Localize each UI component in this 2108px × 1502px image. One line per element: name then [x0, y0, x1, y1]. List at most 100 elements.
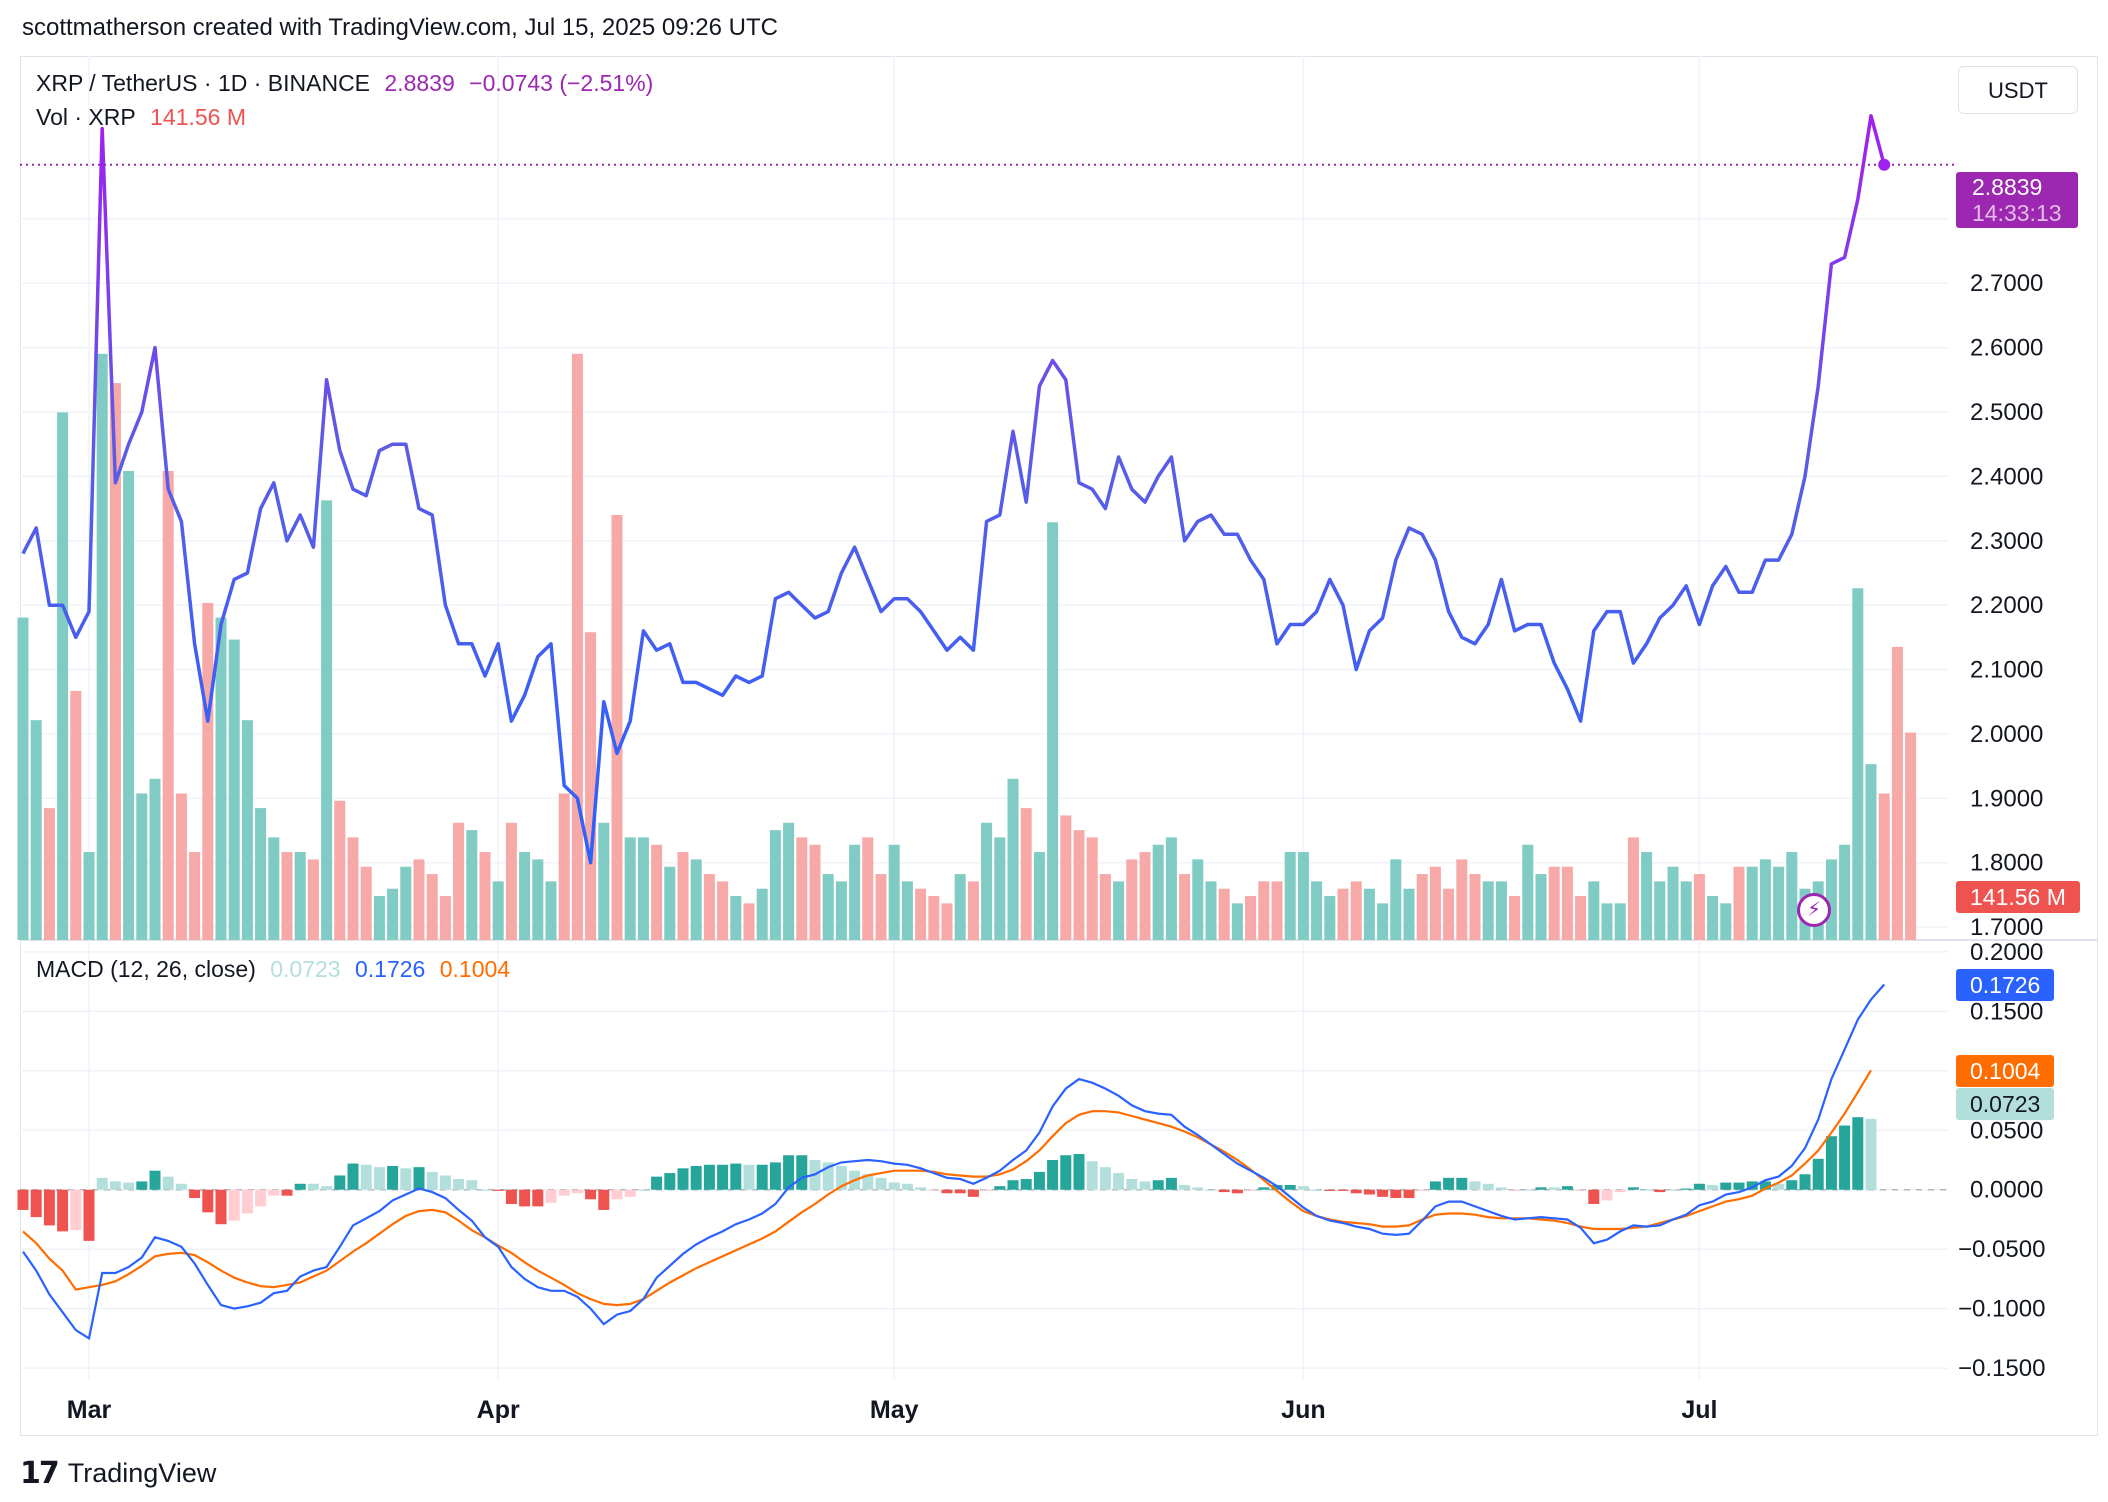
macd-histogram-bar: [1522, 1189, 1534, 1191]
macd-histogram-bar: [1205, 1189, 1217, 1191]
last-price: 2.8839: [384, 70, 455, 96]
macd-histogram-bar: [281, 1189, 293, 1196]
macd-histogram-bar: [1337, 1189, 1349, 1191]
time-tick-label: May: [870, 1396, 919, 1424]
macd-histogram-bar: [1588, 1189, 1600, 1204]
macd-histogram-bar: [1060, 1155, 1072, 1190]
volume-bar: [743, 903, 755, 940]
volume-bar: [1720, 903, 1732, 940]
volume-bar: [17, 617, 29, 940]
volume-bar: [1231, 903, 1243, 940]
volume-bar: [783, 822, 795, 940]
volume-bar: [611, 515, 623, 940]
volume-bar: [941, 903, 953, 940]
time-tick-label: Jun: [1281, 1396, 1325, 1424]
volume-bar: [822, 874, 834, 940]
volume-bar: [149, 778, 161, 940]
volume-bar: [1271, 881, 1283, 940]
macd-histogram-bar: [664, 1173, 676, 1190]
volume-bar: [1258, 881, 1270, 940]
volume-bar: [1509, 896, 1521, 940]
volume-bar: [175, 793, 187, 940]
volume-bar: [1099, 874, 1111, 940]
time-tick-label: Mar: [67, 1396, 112, 1424]
volume-bar: [136, 793, 148, 940]
macd-histogram-bar: [1324, 1189, 1336, 1191]
macd-histogram-bar: [347, 1163, 359, 1190]
macd-histogram-bar: [294, 1183, 306, 1190]
macd-histogram-bar: [1350, 1189, 1362, 1194]
volume-bar: [1192, 859, 1204, 940]
macd-histogram-bar: [466, 1180, 478, 1190]
price-tick-label: 2.1000: [1970, 657, 2043, 684]
macd-histogram-bar: [545, 1189, 557, 1203]
macd-histogram-bar: [651, 1176, 663, 1190]
macd-histogram-bar: [637, 1189, 649, 1191]
macd-histogram-bar: [175, 1183, 187, 1190]
volume-bar: [598, 822, 610, 940]
last-price-dot: [1878, 158, 1891, 171]
chart-attribution: scottmatherson created with TradingView.…: [22, 14, 778, 41]
macd-histogram-bar: [1429, 1181, 1441, 1190]
price-tick-label: 2.2000: [1970, 592, 2043, 619]
lightning-icon[interactable]: ⚡: [1797, 893, 1831, 927]
volume-bar: [730, 896, 742, 940]
macd-histogram-bar: [505, 1189, 517, 1204]
volume-bar: [1113, 881, 1125, 940]
macd-histogram-bar: [30, 1189, 42, 1218]
volume-bar: [453, 822, 465, 940]
price-tick-label: 2.4000: [1970, 463, 2043, 490]
volume-tag: 141.56 M: [1956, 881, 2080, 913]
volume-bar: [703, 874, 715, 940]
macd-histogram-bar: [1852, 1117, 1864, 1190]
volume-bar: [321, 500, 333, 940]
volume-bar: [1601, 903, 1613, 940]
macd-histogram-bar: [756, 1164, 768, 1190]
macd-histogram-bar: [717, 1164, 729, 1190]
macd-histogram-bar: [1218, 1189, 1230, 1193]
macd-histogram-bar: [1720, 1182, 1732, 1190]
macd-histogram-bar: [1469, 1181, 1481, 1190]
volume-bar: [1535, 874, 1547, 940]
volume-bar: [413, 859, 425, 940]
macd-tick-label: 0.2000: [1970, 939, 2043, 966]
price-series-line: [21, 114, 1886, 865]
macd-histogram-bar: [1231, 1189, 1243, 1194]
volume-bar: [109, 383, 121, 940]
volume-bar: [479, 852, 491, 940]
macd-histogram-bar: [1258, 1187, 1270, 1190]
volume-bar: [1324, 896, 1336, 940]
volume-bar: [545, 881, 557, 940]
macd-histogram-bar: [1245, 1189, 1257, 1191]
volume-bar: [1825, 859, 1837, 940]
volume-bar: [1614, 903, 1626, 940]
currency-button[interactable]: USDT: [1958, 66, 2078, 114]
macd-histogram-bar: [1548, 1187, 1560, 1190]
volume-bar: [492, 881, 504, 940]
volume-bar: [994, 837, 1006, 940]
price-tick-label: 2.0000: [1970, 721, 2043, 748]
macd-histogram-bar: [1575, 1189, 1587, 1191]
macd-histogram-bar: [255, 1189, 267, 1207]
price-tick-label: 1.7000: [1970, 914, 2043, 941]
macd-histogram-bar: [215, 1189, 227, 1225]
chart-canvas[interactable]: 1.7000 1.8000 1.9000 2.0000 2.1000 2.2000 2.30…: [0, 0, 2108, 1440]
volume-bar: [1007, 778, 1019, 940]
macd-histogram-bar: [413, 1167, 425, 1190]
macd-histogram-bar: [571, 1189, 583, 1194]
macd-histogram-bar: [57, 1189, 69, 1232]
volume-bar: [1733, 866, 1745, 940]
macd-histogram-bar: [743, 1164, 755, 1190]
macd-histogram-bar: [387, 1165, 399, 1190]
volume-bar: [1363, 888, 1375, 940]
volume-bar: [439, 896, 451, 940]
macd-histogram-bar: [1509, 1189, 1521, 1191]
macd-histogram-bar: [1284, 1184, 1296, 1190]
macd-histogram-bar: [1799, 1174, 1811, 1190]
price-tick-label: 2.3000: [1970, 528, 2043, 555]
macd-histogram-bar: [1812, 1158, 1824, 1190]
macd-histogram-bar: [189, 1189, 201, 1199]
volume-bar: [1086, 837, 1098, 940]
volume-bar: [1205, 881, 1217, 940]
volume-bar: [1707, 896, 1719, 940]
